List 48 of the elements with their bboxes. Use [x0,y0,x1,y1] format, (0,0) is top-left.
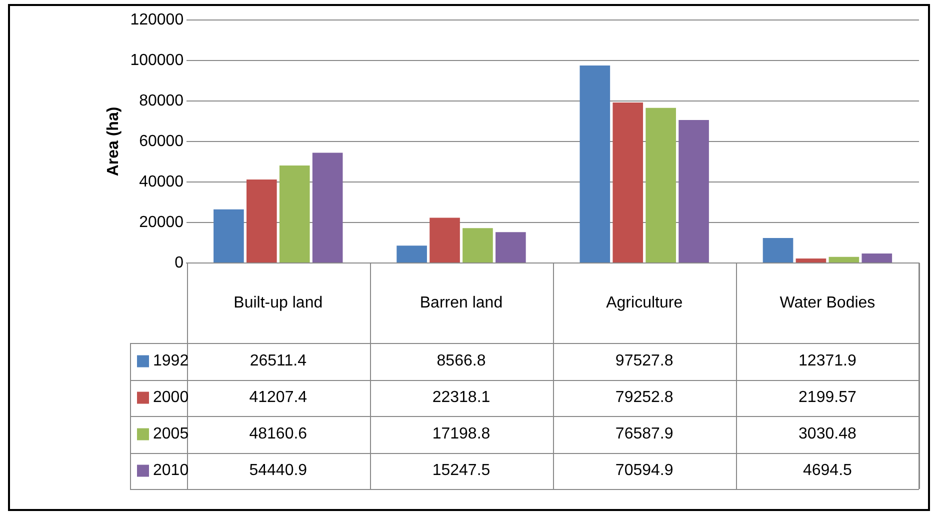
data-label: 48160.6 [249,426,308,443]
bar [862,253,892,262]
data-label: 3030.48 [798,426,856,443]
bar [828,256,860,262]
y-tick-label: 40000 [139,173,184,190]
x-tick-label: Agriculture [606,294,683,312]
y-tick-label: 100000 [130,52,184,69]
legend-label: 2010 [153,462,189,480]
bar [279,165,310,262]
y-tick-label: 60000 [139,132,184,150]
data-label: 26511.4 [250,352,307,370]
data-label: 22318.1 [432,389,490,406]
y-tick-label: 20000 [139,214,184,231]
x-tick-label: Built-up land [234,294,323,312]
bar [312,152,343,262]
bar [462,228,493,262]
bar [762,238,794,262]
y-tick-label: 80000 [139,92,184,110]
legend-label: 1992 [153,352,189,370]
data-label: 79252.8 [615,389,674,406]
bar [646,108,676,262]
legend-label: 2000 [153,389,189,406]
bar [612,102,644,262]
data-label: 70594.9 [615,462,674,480]
data-label: 97527.8 [615,352,674,370]
bar [430,218,460,262]
y-tick-label: 120000 [130,11,184,28]
bar [214,209,244,262]
data-label: 8566.8 [436,352,486,370]
data-label: 2199.57 [798,389,856,406]
bar [246,180,277,262]
data-label: 15247.5 [432,462,490,480]
bar [496,232,526,262]
data-label: 76587.9 [615,426,674,443]
legend-label: 2005 [153,426,189,443]
x-tick-label: Water Bodies [780,294,876,312]
data-label: 17198.8 [432,426,490,443]
data-label: 54440.9 [249,462,308,480]
bar [580,66,610,262]
data-label: 4694.5 [802,462,852,480]
y-tick-label: 0 [174,254,184,272]
data-label: 12371.9 [798,352,856,370]
bar [396,246,427,262]
y-axis-title: Area (ha) [105,106,122,176]
bar [796,258,826,262]
data-label: 41207.4 [249,389,308,406]
bar [678,120,709,262]
x-tick-label: Barren land [420,294,503,312]
